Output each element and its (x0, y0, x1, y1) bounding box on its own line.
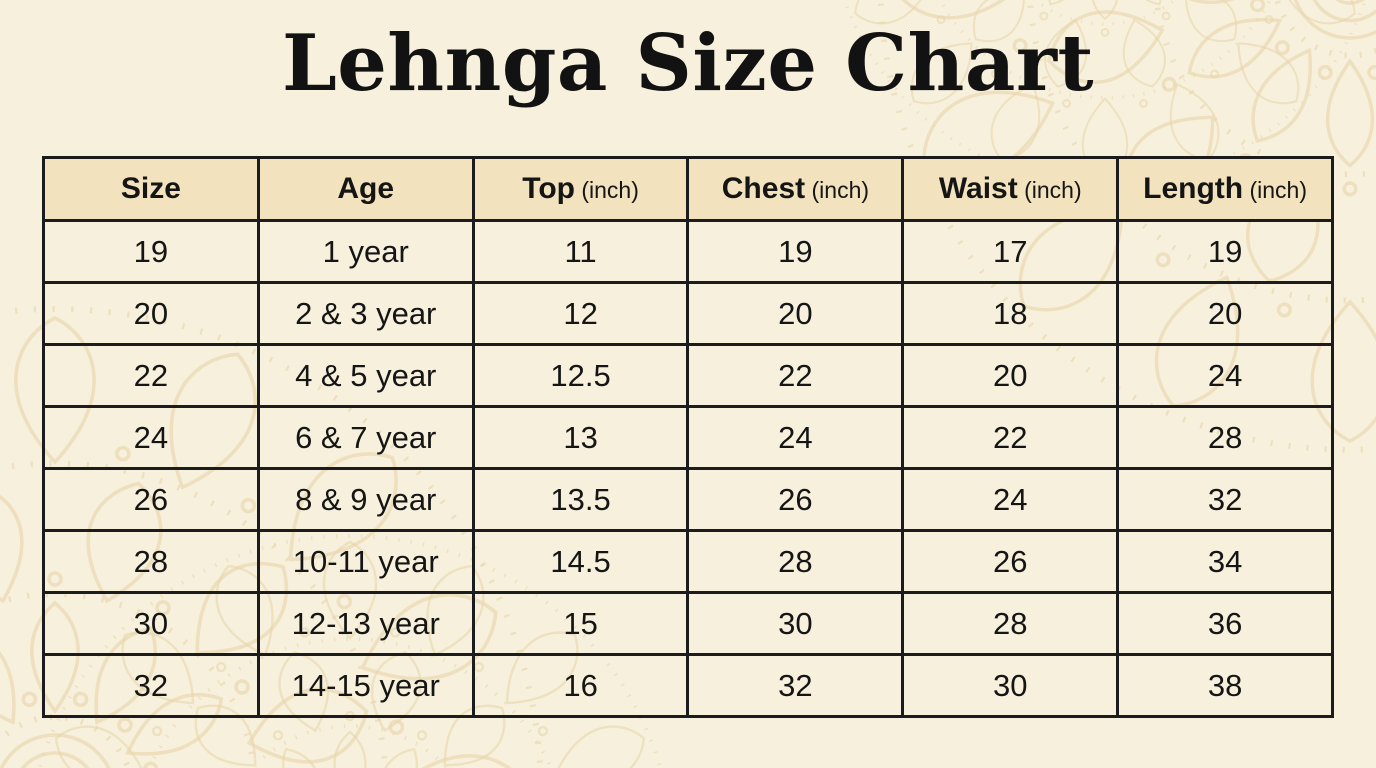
column-header-waist: Waist (inch) (901, 156, 1120, 222)
cell-length: 24 (1116, 343, 1334, 408)
column-header-size: Size (42, 156, 260, 222)
cell-age: 1 year (256, 219, 475, 284)
column-label: Length (1143, 172, 1244, 205)
cell-waist: 26 (901, 529, 1120, 594)
page-title: Lehnga Size Chart (281, 18, 1095, 109)
cell-chest: 32 (686, 653, 905, 718)
cell-waist: 28 (901, 591, 1120, 656)
table-row: 26 8 & 9 year 13.5 26 24 32 (42, 467, 1334, 532)
cell-waist: 30 (901, 653, 1120, 718)
cell-chest: 26 (686, 467, 905, 532)
cell-top: 15 (471, 591, 690, 656)
table-row: 19 1 year 11 19 17 19 (42, 219, 1334, 284)
table-row: 28 10-11 year 14.5 28 26 34 (42, 529, 1334, 594)
column-header-age: Age (256, 156, 475, 222)
cell-top: 12.5 (471, 343, 690, 408)
column-unit: (inch) (805, 177, 870, 203)
cell-length: 36 (1116, 591, 1334, 656)
cell-size: 28 (42, 529, 260, 594)
column-unit: (inch) (1243, 177, 1308, 203)
cell-waist: 20 (901, 343, 1120, 408)
cell-chest: 30 (686, 591, 905, 656)
cell-age: 6 & 7 year (256, 405, 475, 470)
cell-waist: 24 (901, 467, 1120, 532)
column-header-length: Length (inch) (1116, 156, 1334, 222)
column-header-top: Top (inch) (471, 156, 690, 222)
column-label: Size (120, 172, 181, 205)
cell-chest: 19 (686, 219, 905, 284)
cell-size: 22 (42, 343, 260, 408)
table-row: 20 2 & 3 year 12 20 18 20 (42, 281, 1334, 346)
cell-length: 34 (1116, 529, 1334, 594)
cell-age: 2 & 3 year (256, 281, 475, 346)
cell-age: 12-13 year (256, 591, 475, 656)
cell-chest: 22 (686, 343, 905, 408)
cell-length: 38 (1116, 653, 1334, 718)
cell-top: 12 (471, 281, 690, 346)
column-label: Top (522, 172, 575, 205)
cell-length: 20 (1116, 281, 1334, 346)
cell-waist: 22 (901, 405, 1120, 470)
cell-chest: 28 (686, 529, 905, 594)
cell-waist: 17 (901, 219, 1120, 284)
table-body: 19 1 year 11 19 17 19 20 2 & 3 year 12 20 18 20 22 4 … (42, 219, 1334, 718)
cell-top: 13.5 (471, 467, 690, 532)
cell-top: 14.5 (471, 529, 690, 594)
column-label: Chest (721, 172, 806, 205)
cell-length: 32 (1116, 467, 1334, 532)
cell-chest: 24 (686, 405, 905, 470)
column-label: Waist (938, 172, 1018, 205)
cell-size: 19 (42, 219, 260, 284)
cell-length: 28 (1116, 405, 1334, 470)
cell-age: 4 & 5 year (256, 343, 475, 408)
table-header-row: Size Age Top (inch) Chest (inch) Waist (inch… (42, 156, 1334, 222)
header-row: Size Age Top (inch) Chest (inch) Waist (inch… (42, 156, 1334, 222)
cell-size: 32 (42, 653, 260, 718)
cell-age: 10-11 year (256, 529, 475, 594)
cell-top: 11 (471, 219, 690, 284)
cell-size: 26 (42, 467, 260, 532)
column-header-chest: Chest (inch) (686, 156, 905, 222)
table-row: 22 4 & 5 year 12.5 22 20 24 (42, 343, 1334, 408)
size-chart-table: Size Age Top (inch) Chest (inch) Waist (inch… (42, 156, 1334, 718)
cell-size: 20 (42, 281, 260, 346)
cell-chest: 20 (686, 281, 905, 346)
cell-size: 30 (42, 591, 260, 656)
cell-top: 13 (471, 405, 690, 470)
cell-length: 19 (1116, 219, 1334, 284)
table-row: 32 14-15 year 16 32 30 38 (42, 653, 1334, 718)
cell-age: 14-15 year (256, 653, 475, 718)
column-label: Age (337, 172, 395, 205)
column-unit: (inch) (574, 177, 639, 203)
cell-top: 16 (471, 653, 690, 718)
table-row: 24 6 & 7 year 13 24 22 28 (42, 405, 1334, 470)
cell-waist: 18 (901, 281, 1120, 346)
table-row: 30 12-13 year 15 30 28 36 (42, 591, 1334, 656)
cell-size: 24 (42, 405, 260, 470)
column-unit: (inch) (1017, 177, 1082, 203)
cell-age: 8 & 9 year (256, 467, 475, 532)
